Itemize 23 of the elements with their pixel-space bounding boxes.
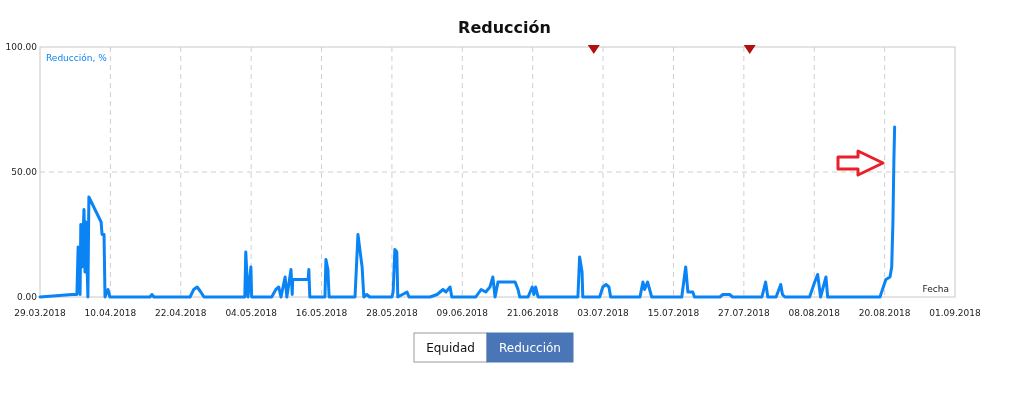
x-tick-label: 09.06.2018 [436,308,489,318]
x-tick-label: 04.05.2018 [225,308,278,318]
chart-title: Reducción [458,18,551,37]
x-tick-label: 15.07.2018 [647,308,700,318]
x-axis-title: Fecha [922,284,949,294]
x-tick-label: 08.08.2018 [788,308,841,318]
x-tick-label: 10.04.2018 [84,308,137,318]
y-tick-label: 100.00 [5,42,38,52]
x-tick-label: 29.03.2018 [14,308,67,318]
x-tick-label: 01.09.2018 [929,308,982,318]
x-tick-label: 20.08.2018 [858,308,911,318]
x-tick-label: 28.05.2018 [366,308,418,318]
y-tick-label: 0.00 [16,292,38,302]
line-series [38,125,897,299]
x-tick-label: 16.05.2018 [295,308,348,318]
x-tick-label: 03.07.2018 [577,308,630,318]
y-tick-label: 50.00 [11,167,38,177]
toggle-button: Reducción [486,332,574,363]
x-tick-label: 27.07.2018 [718,308,770,318]
toggle-button: Equidad [413,332,488,363]
y-axis-title: Reducción, % [46,53,108,63]
x-tick-label: 22.04.2018 [155,308,207,318]
x-tick-label: 21.06.2018 [506,308,559,318]
